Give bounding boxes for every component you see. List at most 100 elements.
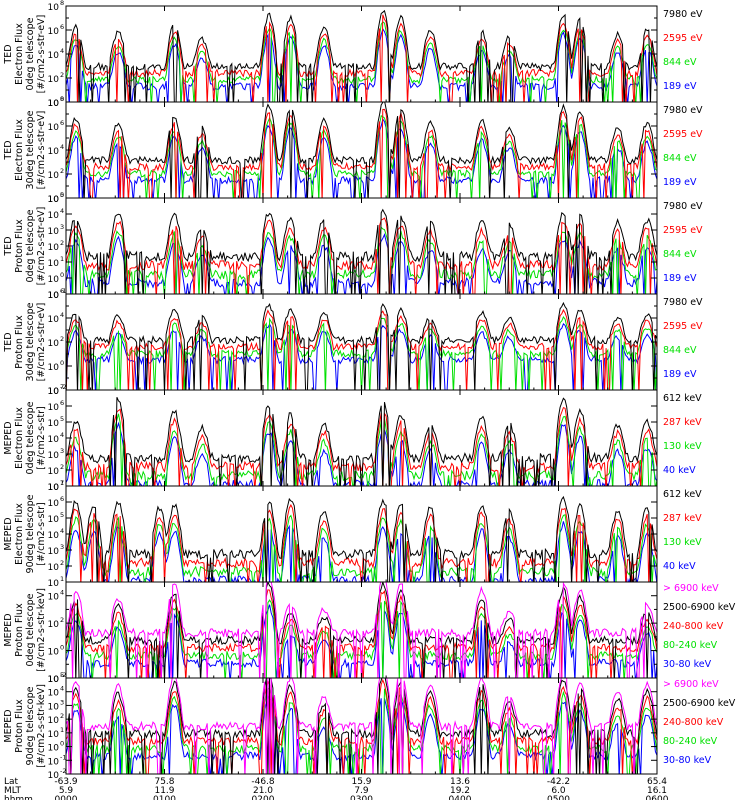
- y-tick-exponent: 5: [60, 191, 64, 199]
- series-line: [66, 9, 657, 102]
- panel-2-data: [66, 102, 657, 198]
- series-line: [66, 322, 657, 390]
- y-tick-base: 10: [48, 689, 60, 699]
- series-line: [66, 495, 657, 582]
- x-row-label: Lat: [4, 777, 19, 787]
- y-tick-exponent: 0: [60, 359, 64, 367]
- y-tick-label: 10 4: [48, 685, 65, 699]
- legend-entry: 2595 eV: [663, 129, 703, 140]
- y-tick-label: 10 6: [48, 23, 65, 37]
- y-tick-base: 10: [48, 123, 60, 133]
- y-tick-exponent: 6: [60, 119, 64, 127]
- panel-7-data: [66, 582, 657, 678]
- y-tick-exponent: 5: [60, 415, 64, 423]
- y-tick-exponent: 0: [60, 644, 64, 652]
- series-line: [66, 678, 657, 774]
- y-tick-label: 10 5: [48, 415, 65, 429]
- y-axis-label: TED: [3, 332, 14, 352]
- y-tick-label: 10 6: [48, 119, 65, 133]
- series-line: [66, 14, 657, 102]
- y-tick-exponent: 1: [60, 575, 64, 583]
- y-axis-label: 30deg telescope: [25, 110, 36, 189]
- series-line: [66, 678, 657, 774]
- y-axis-label: 0deg telescope: [25, 209, 36, 282]
- y-tick-exponent: 0: [60, 95, 64, 103]
- y-tick-exponent: 0: [60, 740, 64, 748]
- y-tick-base: 10: [48, 75, 60, 85]
- y-tick-exponent: 2: [60, 167, 64, 175]
- legend-entry: 844 eV: [663, 249, 697, 260]
- y-tick-exponent: 1: [60, 479, 64, 487]
- y-tick-base: 10: [48, 147, 60, 157]
- y-tick-base: 10: [48, 315, 60, 325]
- legend-entry: 287 keV: [663, 513, 702, 524]
- y-tick-base: 10: [48, 716, 60, 726]
- y-tick-exponent: 2: [60, 712, 64, 720]
- legend-entry: 7980 eV: [663, 201, 703, 212]
- legend-entry: 240-800 keV: [663, 717, 724, 728]
- y-tick-label: 10 4: [48, 143, 65, 157]
- legend-entry: 80-240 keV: [663, 736, 718, 747]
- y-tick-label: 10 2: [48, 239, 65, 253]
- y-tick-base: 10: [48, 771, 60, 781]
- y-tick-base: 10: [48, 99, 60, 109]
- x-tick-hhmm: 0000: [55, 795, 78, 800]
- y-axis-label: Electron Flux: [14, 119, 25, 181]
- y-axis-label: TED: [3, 236, 14, 256]
- y-tick-label: 10 2: [48, 167, 65, 181]
- legend-entry: 7980 eV: [663, 297, 703, 308]
- series-line: [66, 316, 657, 390]
- x-tick-mlt: 6.0: [551, 786, 566, 796]
- legend-entry: 2595 eV: [663, 321, 703, 332]
- y-tick-label: 10 6: [48, 495, 65, 509]
- y-tick-exponent: 0: [60, 271, 64, 279]
- y-tick-exponent: -1: [60, 753, 66, 761]
- y-tick-base: 10: [48, 339, 60, 349]
- y-tick-label: 10 3: [48, 223, 65, 237]
- legend-entry: 612 keV: [663, 393, 702, 404]
- y-tick-label: 10 0: [48, 359, 65, 373]
- y-tick-exponent: 2: [60, 71, 64, 79]
- legend-entry: 2595 eV: [663, 225, 703, 236]
- y-tick-exponent: 2: [60, 616, 64, 624]
- y-axis-label: 90deg telescope: [25, 494, 36, 573]
- x-tick-lat: 13.6: [450, 777, 470, 787]
- y-tick-exponent: 7: [60, 383, 64, 391]
- y-tick-label: 10 -2: [48, 383, 67, 397]
- y-tick-exponent: -2: [60, 671, 66, 679]
- y-tick-label: 10 4: [48, 431, 65, 445]
- y-tick-label: 10 0: [48, 191, 65, 205]
- y-axis-label: Proton Flux: [14, 699, 25, 753]
- legend-entry: 844 eV: [663, 57, 697, 68]
- y-tick-label: 10 7: [48, 479, 65, 493]
- y-tick-label: 10 0: [48, 271, 65, 285]
- legend-entry: 240-800 keV: [663, 621, 724, 632]
- y-axis-label: Electron Flux: [14, 23, 25, 85]
- y-tick-exponent: 1: [60, 255, 64, 263]
- series-line: [66, 604, 657, 678]
- legend-entry: 40 keV: [663, 465, 696, 476]
- panel-6-data: [66, 495, 657, 582]
- series-line: [66, 115, 657, 198]
- series-line: [66, 503, 657, 582]
- series-line: [66, 406, 657, 486]
- y-axis-label: [#/cm2-s-str-eV]: [36, 207, 47, 286]
- x-tick-hhmm: 0400: [449, 795, 472, 800]
- y-axis-label: 0deg telescope: [25, 401, 36, 474]
- y-tick-label: 10 1: [48, 255, 65, 269]
- panel-8-data: [66, 678, 657, 774]
- y-tick-base: 10: [48, 499, 60, 509]
- series-line: [66, 413, 657, 486]
- legend-entry: 189 eV: [663, 81, 697, 92]
- y-tick-base: 10: [48, 531, 60, 541]
- y-tick-label: 10 1: [48, 479, 65, 493]
- y-axis-label: [#/cm2-s-str-eV]: [36, 303, 47, 382]
- series-line: [66, 308, 657, 390]
- y-tick-label: 10 2: [48, 71, 65, 85]
- x-tick-hhmm: 0500: [547, 795, 570, 800]
- y-tick-base: 10: [48, 435, 60, 445]
- series-line: [66, 102, 657, 198]
- legend-entry: 40 keV: [663, 561, 696, 572]
